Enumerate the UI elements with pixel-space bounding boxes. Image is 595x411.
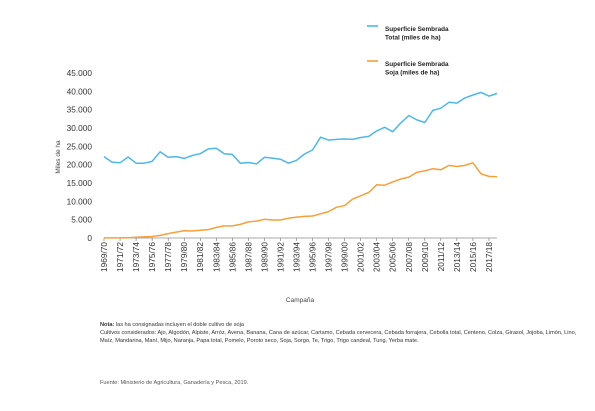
x-tick-label: 1999/00 [340,242,350,272]
x-tick-label: 2003/04 [372,242,382,272]
y-tick-label: 10.000 [67,196,93,206]
x-axis: 1969/70 1971/72 1973/74 1975/76 1977/78 1979/… [99,238,494,272]
y-tick-label: 0 [87,233,92,243]
x-tick-label: 1985/86 [227,242,237,272]
x-tick-label: 2011/12 [436,242,446,272]
notes: Nota: las ha consignadas incluyen el dob… [100,321,580,346]
series-line-total [103,91,498,165]
x-tick-label: 2005/06 [388,242,398,272]
x-tick-label: 2013/14 [452,242,462,272]
series-line-soja [104,162,498,239]
series-lines [103,91,498,239]
x-tick-label: 1993/94 [291,242,301,272]
y-tick-label: 30.000 [67,123,93,133]
y-tick-label: 45.000 [67,68,93,78]
note-line: Nota: las ha consignadas incluyen el dob… [100,321,580,329]
x-tick-label: 1991/92 [275,242,285,272]
x-tick-label: 2015/16 [468,242,478,272]
y-tick-label: 5.000 [71,215,92,225]
x-tick-label: 1977/78 [163,242,173,272]
y-tick-label: 35.000 [67,105,93,115]
x-tick-label: 2001/02 [356,242,366,272]
x-tick-label: 1987/88 [243,242,253,272]
y-tick-label: 15.000 [67,178,93,188]
source-note: Fuente: Ministerio de Agricultura, Ganad… [100,380,249,386]
legend: Superficie Sembrada Total (miles de ha) Su… [367,25,449,77]
y-axis-label: Miles de ha [55,140,62,174]
x-tick-label: 1989/90 [259,242,269,272]
y-axis: 0 5.000 10.000 15.000 20.000 25.000 30.000 35.0… [67,68,93,243]
note-text: las ha consignadas incluyen el doble cul… [114,322,244,328]
x-tick-label: 1981/82 [195,242,205,272]
x-tick-label: 1995/96 [308,242,318,272]
y-tick-label: 40.000 [67,86,93,96]
x-tick-label: 2007/08 [404,242,414,272]
x-tick-label: 1975/76 [147,242,157,272]
x-axis-label: Campaña [286,297,315,304]
legend-label: Superficie Sembrada Total (miles de ha) [385,26,449,42]
x-tick-label: 1997/98 [324,242,334,272]
x-tick-label: 1979/80 [179,242,189,272]
x-tick-label: 1969/70 [99,242,109,272]
y-tick-label: 20.000 [67,160,93,170]
x-tick-label: 1971/72 [115,242,125,272]
x-tick-label: 1973/74 [131,242,141,272]
x-tick-label: 1983/84 [211,242,221,272]
note-label: Nota: [100,322,115,328]
x-tick-label: 2017/18 [484,242,494,272]
x-tick-label: 2009/10 [420,242,430,272]
y-tick-label: 25.000 [67,141,93,151]
line-chart: Miles de ha 0 5.000 10.000 15.000 20.000 25.0… [55,25,498,304]
crops-note: Cultivos considerados: Ajo, Algodón, Alp… [100,330,577,345]
legend-label: Superficie Sembrada Soja (miles de ha) [385,61,449,77]
